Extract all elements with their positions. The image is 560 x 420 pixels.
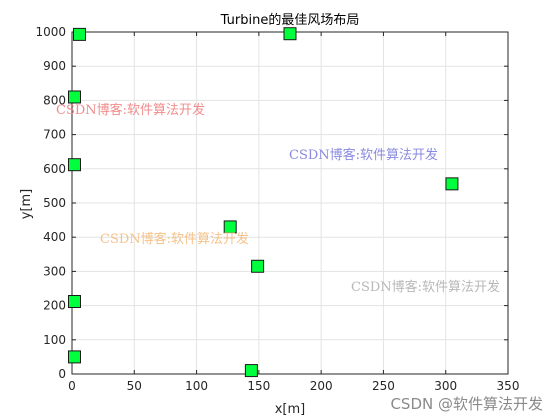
y-tick-label: 1000	[35, 25, 66, 39]
y-tick-label: 200	[43, 299, 66, 313]
x-tick-label: 250	[372, 379, 395, 393]
chart-title: Turbine的最佳风场布局	[220, 12, 360, 28]
x-tick-label: 50	[127, 379, 142, 393]
y-tick-label: 300	[43, 264, 66, 278]
data-point	[244, 364, 258, 378]
data-point	[251, 259, 265, 273]
data-point	[283, 27, 297, 41]
x-axis-label: x[m]	[275, 402, 306, 417]
y-tick-label: 400	[43, 230, 66, 244]
data-point	[445, 177, 459, 191]
y-axis-label: y[m]	[19, 189, 34, 220]
x-tick-label: 350	[497, 379, 520, 393]
footer-credit: CSDN @软件算法开发	[390, 395, 543, 413]
data-point	[67, 350, 81, 364]
y-tick-label: 700	[43, 128, 66, 142]
data-point	[67, 90, 81, 104]
watermark-2: CSDN博客:软件算法开发	[289, 147, 438, 163]
data-points	[67, 27, 459, 378]
y-tick-label: 100	[43, 333, 66, 347]
y-tick-label: 800	[43, 93, 66, 107]
data-point	[223, 220, 237, 234]
data-point	[67, 158, 81, 172]
y-tick-label: 0	[58, 367, 66, 381]
grid	[71, 31, 509, 375]
y-tick-label: 600	[43, 162, 66, 176]
axis-ticks	[71, 31, 509, 375]
watermark-3: CSDN博客:软件算法开发	[100, 231, 249, 247]
watermark-4: CSDN博客:软件算法开发	[351, 279, 500, 295]
x-tick-label: 200	[310, 379, 333, 393]
data-point	[67, 294, 81, 308]
watermark-1: CSDN博客:软件算法开发	[56, 102, 205, 118]
x-tick-label: 0	[68, 379, 76, 393]
y-tick-label: 500	[43, 196, 66, 210]
x-tick-label: 300	[434, 379, 457, 393]
x-tick-label: 150	[247, 379, 270, 393]
tick-labels: 0 50 100 150 200 250 300 350 0 100 200 300 400 500 600…	[35, 25, 519, 393]
y-tick-label: 900	[43, 59, 66, 73]
x-tick-label: 100	[185, 379, 208, 393]
data-point	[72, 27, 86, 41]
